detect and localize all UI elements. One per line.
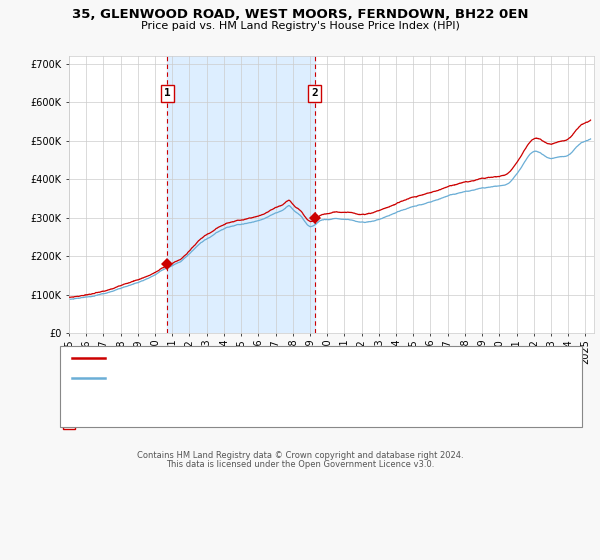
Text: 22-SEP-2000: 22-SEP-2000 [105, 395, 171, 405]
Text: 7% ↑ HPI: 7% ↑ HPI [372, 395, 421, 405]
Text: HPI: Average price, detached house, Dorset: HPI: Average price, detached house, Dors… [111, 373, 329, 383]
Text: 9% ↑ HPI: 9% ↑ HPI [372, 416, 421, 426]
Text: 1: 1 [66, 395, 72, 405]
Text: 2: 2 [66, 416, 72, 426]
Text: £181,000: £181,000 [249, 395, 298, 405]
Text: 14-APR-2009: 14-APR-2009 [105, 416, 172, 426]
Text: 1: 1 [164, 88, 171, 99]
Bar [167, 56, 315, 333]
Text: Contains HM Land Registry data © Crown copyright and database right 2024.: Contains HM Land Registry data © Crown c… [137, 451, 463, 460]
Text: £300,000: £300,000 [249, 416, 298, 426]
Text: 2: 2 [311, 88, 318, 99]
Text: 35, GLENWOOD ROAD, WEST MOORS, FERNDOWN, BH22 0EN (detached house): 35, GLENWOOD ROAD, WEST MOORS, FERNDOWN,… [111, 353, 510, 363]
Text: 35, GLENWOOD ROAD, WEST MOORS, FERNDOWN, BH22 0EN: 35, GLENWOOD ROAD, WEST MOORS, FERNDOWN,… [72, 8, 528, 21]
Text: Price paid vs. HM Land Registry's House Price Index (HPI): Price paid vs. HM Land Registry's House … [140, 21, 460, 31]
Text: This data is licensed under the Open Government Licence v3.0.: This data is licensed under the Open Gov… [166, 460, 434, 469]
